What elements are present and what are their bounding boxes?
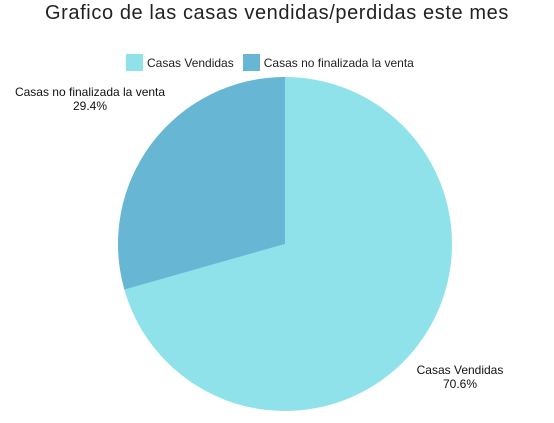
pie-slice-vendidas[interactable] [124, 77, 453, 411]
slice-percent-vendidas: 70.6% [443, 377, 477, 391]
legend-item-no-finalizada[interactable]: Casas no finalizada la venta [242, 54, 414, 71]
legend-label-vendidas: Casas Vendidas [147, 55, 234, 70]
legend-swatch-no-finalizada [242, 54, 260, 71]
pie-slice-no-finalizada[interactable] [117, 77, 285, 290]
legend-label-no-finalizada: Casas no finalizada la venta [263, 55, 414, 70]
legend-swatch-vendidas [126, 54, 143, 71]
chart-legend: Casas Vendidas Casas no finalizada la ve… [126, 54, 423, 71]
legend-item-vendidas[interactable]: Casas Vendidas [126, 54, 234, 71]
chart-title: Grafico de las casas vendidas/perdidas e… [45, 2, 509, 24]
slice-percent-no-finalizada: 29.4% [73, 99, 107, 113]
slice-label-no-finalizada: Casas no finalizada la venta [15, 85, 165, 99]
slice-label-vendidas: Casas Vendidas [417, 363, 504, 377]
